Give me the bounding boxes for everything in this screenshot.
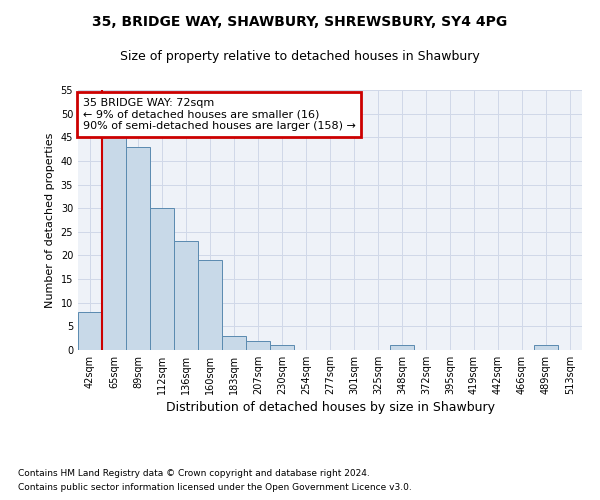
Text: 35 BRIDGE WAY: 72sqm
← 9% of detached houses are smaller (16)
90% of semi-detach: 35 BRIDGE WAY: 72sqm ← 9% of detached ho… (83, 98, 356, 131)
Bar (150, 208, 174, 350)
Bar (390, 346, 414, 350)
Bar (534, 346, 558, 350)
Text: Size of property relative to detached houses in Shawbury: Size of property relative to detached ho… (120, 50, 480, 63)
Bar (126, 146, 150, 350)
Bar (198, 260, 222, 350)
Text: 35, BRIDGE WAY, SHAWBURY, SHREWSBURY, SY4 4PG: 35, BRIDGE WAY, SHAWBURY, SHREWSBURY, SY… (92, 15, 508, 29)
Bar (222, 336, 246, 350)
Bar (174, 242, 198, 350)
X-axis label: Distribution of detached houses by size in Shawbury: Distribution of detached houses by size … (166, 402, 494, 414)
Text: Contains HM Land Registry data © Crown copyright and database right 2024.: Contains HM Land Registry data © Crown c… (18, 468, 370, 477)
Bar (102, 138, 126, 350)
Bar (78, 312, 102, 350)
Bar (246, 340, 270, 350)
Bar (270, 346, 294, 350)
Y-axis label: Number of detached properties: Number of detached properties (45, 132, 55, 308)
Text: Contains public sector information licensed under the Open Government Licence v3: Contains public sector information licen… (18, 484, 412, 492)
